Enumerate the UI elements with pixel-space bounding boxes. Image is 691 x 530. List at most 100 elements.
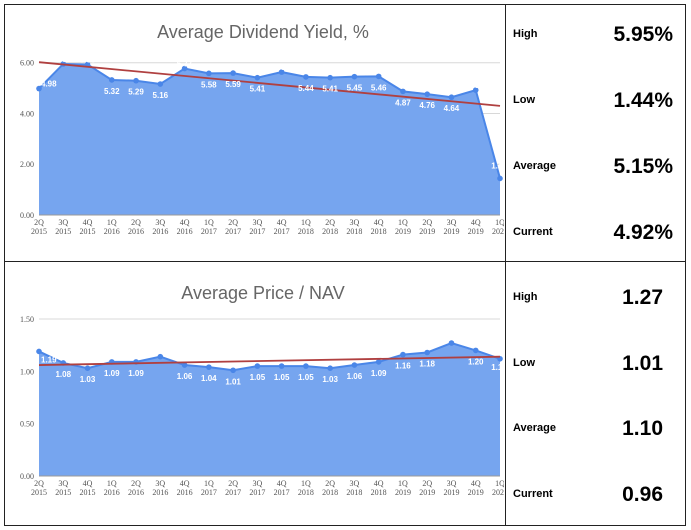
x-tick-label: 2019	[419, 488, 435, 497]
y-tick-label: 0.50	[20, 420, 34, 429]
data-label: 4.98	[41, 80, 57, 89]
chart-title: Average Dividend Yield, %	[157, 22, 369, 42]
data-label: 1.04	[201, 374, 217, 383]
x-tick-label: 2Q	[34, 479, 44, 488]
x-tick-label: 2018	[346, 488, 362, 497]
x-tick-label: 4Q	[83, 479, 93, 488]
x-tick-label: 2Q	[422, 479, 432, 488]
data-point	[448, 340, 455, 346]
x-tick-label: 3Q	[58, 479, 68, 488]
data-label: 1.05	[274, 373, 290, 382]
x-tick-label: 2Q	[131, 479, 141, 488]
x-tick-label: 2015	[80, 227, 96, 236]
x-tick-label: 2016	[177, 488, 193, 497]
data-label: 1.18	[419, 359, 435, 368]
x-tick-label: 2018	[371, 227, 387, 236]
data-point	[424, 91, 431, 97]
data-label: 5.63	[274, 63, 290, 72]
data-label: 4.92	[468, 81, 484, 90]
y-tick-label: 0.00	[20, 211, 34, 220]
x-tick-label: 1Q	[204, 218, 214, 227]
data-label: 1.14	[153, 346, 169, 355]
data-point	[254, 363, 261, 369]
data-label: 1.09	[128, 369, 144, 378]
yield-average-value: 5.15%	[613, 155, 673, 178]
x-tick-label: 1Q	[301, 218, 311, 227]
data-point	[254, 74, 261, 81]
x-tick-label: 2019	[419, 227, 435, 236]
data-point	[472, 87, 479, 93]
x-tick-label: 2018	[298, 227, 314, 236]
nav-average-value: 1.10	[622, 417, 663, 440]
x-tick-label: 4Q	[277, 479, 287, 488]
data-label: 1.16	[395, 362, 411, 371]
y-tick-label: 1.00	[20, 367, 34, 376]
x-tick-label: 2Q	[325, 218, 335, 227]
data-point	[448, 94, 455, 101]
x-tick-label: 2Q	[228, 479, 238, 488]
data-label: 5.46	[371, 83, 387, 92]
nav-current-value: 0.96	[622, 483, 663, 506]
data-label: 5.32	[104, 87, 120, 96]
trend-line	[38, 355, 501, 366]
yield-average-label: Average	[513, 160, 557, 172]
data-label: 1.03	[80, 375, 96, 384]
x-tick-label: 4Q	[471, 218, 481, 227]
x-tick-label: 3Q	[350, 479, 360, 488]
data-label: 1.20	[468, 357, 484, 366]
data-point	[375, 359, 382, 365]
x-tick-label: 1Q	[107, 218, 117, 227]
x-tick-label: 2018	[322, 488, 338, 497]
x-tick-label: 1Q	[495, 218, 504, 227]
data-point	[400, 88, 406, 95]
y-tick-label: 0.00	[20, 472, 34, 481]
data-label: 4.64	[444, 104, 460, 113]
x-tick-label: 2016	[104, 227, 120, 236]
yield-high-value: 5.95%	[613, 23, 673, 46]
data-label: 5.29	[128, 88, 144, 97]
x-tick-label: 1Q	[107, 479, 117, 488]
x-tick-label: 1Q	[398, 218, 408, 227]
data-point	[206, 364, 212, 370]
data-label: 5.41	[250, 85, 266, 94]
x-tick-label: 1Q	[495, 479, 504, 488]
x-tick-label: 3Q	[155, 218, 165, 227]
x-tick-label: 2017	[249, 488, 265, 497]
data-point	[424, 349, 431, 356]
data-point	[472, 347, 479, 354]
data-point	[36, 348, 42, 355]
nav-low-label: Low	[513, 357, 535, 369]
data-label: 1.03	[322, 375, 338, 384]
x-tick-label: 2018	[298, 488, 314, 497]
x-tick-label: 3Q	[350, 218, 360, 227]
x-tick-label: 4Q	[471, 479, 481, 488]
data-label: 5.95	[55, 55, 71, 64]
x-tick-label: 2Q	[228, 218, 238, 227]
data-point	[351, 362, 358, 368]
x-tick-label: 2019	[468, 227, 484, 236]
data-point	[157, 353, 164, 360]
x-tick-label: 3Q	[155, 479, 165, 488]
data-point	[230, 367, 236, 374]
data-label: 1.05	[298, 373, 314, 382]
x-tick-label: 2016	[177, 227, 193, 236]
x-tick-label: 1Q	[398, 479, 408, 488]
data-label: 1.08	[55, 370, 71, 379]
x-tick-label: 2015	[80, 488, 96, 497]
data-label: 5.41	[322, 85, 338, 94]
data-label: 5.44	[298, 84, 314, 93]
data-point	[206, 70, 212, 77]
series-line	[38, 62, 501, 179]
x-tick-label: 2Q	[325, 479, 335, 488]
x-tick-label: 3Q	[447, 218, 457, 227]
x-tick-label: 2018	[322, 227, 338, 236]
data-label: 1.06	[347, 372, 363, 381]
data-point	[327, 74, 333, 81]
x-tick-label: 2015	[55, 227, 71, 236]
yield-low-value: 1.44%	[613, 89, 673, 112]
yield-high-label: High	[513, 28, 538, 40]
x-tick-label: 4Q	[277, 218, 287, 227]
x-tick-label: 3Q	[252, 479, 262, 488]
x-tick-label: 4Q	[83, 218, 93, 227]
series-line	[38, 342, 501, 372]
